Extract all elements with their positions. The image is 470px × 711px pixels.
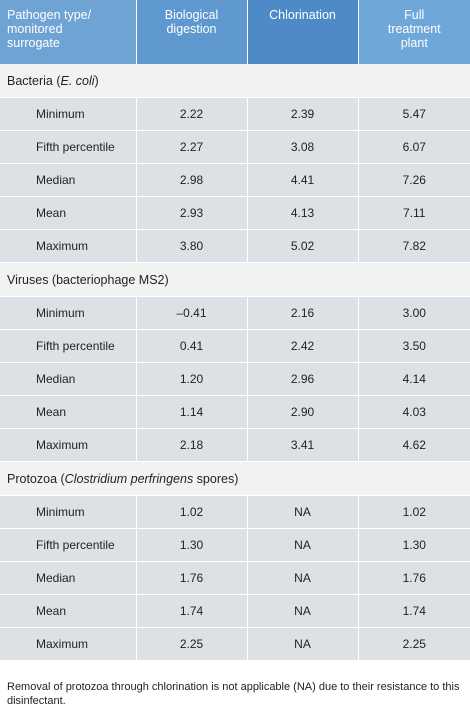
full-treatment-value: 6.07 — [358, 130, 470, 164]
chlorination-value: 4.13 — [247, 196, 359, 230]
biological-digestion-value: 1.14 — [136, 395, 248, 429]
full-treatment-value: 1.74 — [358, 594, 470, 628]
table-row: Median 1.76 NA 1.76 — [0, 561, 470, 595]
chlorination-value: 2.90 — [247, 395, 359, 429]
chlorination-value: NA — [247, 528, 359, 562]
biological-digestion-value: 2.93 — [136, 196, 248, 230]
biological-digestion-value: 0.41 — [136, 329, 248, 363]
header-pathogen-type: Pathogen type/ monitored surrogate — [0, 0, 137, 64]
statistic-label: Maximum — [0, 229, 137, 263]
statistic-label: Minimum — [0, 495, 137, 529]
chlorination-value: 2.16 — [247, 296, 359, 330]
statistic-label: Median — [0, 362, 137, 396]
table-row: Fifth percentile 2.27 3.08 6.07 — [0, 130, 470, 164]
chlorination-value: 5.02 — [247, 229, 359, 263]
full-treatment-value: 3.00 — [358, 296, 470, 330]
group-row: Bacteria (E. coli) — [0, 64, 470, 98]
chlorination-value: 2.39 — [247, 97, 359, 131]
full-treatment-value: 5.47 — [358, 97, 470, 131]
header-row: Pathogen type/ monitored surrogate Biolo… — [0, 0, 470, 64]
full-treatment-value: 4.03 — [358, 395, 470, 429]
full-treatment-value: 1.02 — [358, 495, 470, 529]
group-row: Protozoa (Clostridium perfringens spores… — [0, 461, 470, 496]
table-row: Median 2.98 4.41 7.26 — [0, 163, 470, 197]
statistic-label: Fifth percentile — [0, 130, 137, 164]
table-row: Median 1.20 2.96 4.14 — [0, 362, 470, 396]
table-row: Mean 1.14 2.90 4.03 — [0, 395, 470, 429]
chlorination-value: NA — [247, 495, 359, 529]
statistic-label: Fifth percentile — [0, 528, 137, 562]
statistic-label: Median — [0, 163, 137, 197]
table-row: Minimum –0.41 2.16 3.00 — [0, 296, 470, 330]
table-row: Fifth percentile 1.30 NA 1.30 — [0, 528, 470, 562]
table-row: Mean 2.93 4.13 7.11 — [0, 196, 470, 230]
statistic-label: Maximum — [0, 627, 137, 661]
full-treatment-value: 3.50 — [358, 329, 470, 363]
full-treatment-value: 7.82 — [358, 229, 470, 263]
biological-digestion-value: 1.02 — [136, 495, 248, 529]
table-row: Minimum 1.02 NA 1.02 — [0, 495, 470, 529]
full-treatment-value: 7.26 — [358, 163, 470, 197]
biological-digestion-value: 2.25 — [136, 627, 248, 661]
chlorination-value: 3.41 — [247, 428, 359, 462]
full-treatment-value: 4.62 — [358, 428, 470, 462]
header-biological-digestion: Biological digestion — [136, 0, 248, 64]
full-treatment-value: 2.25 — [358, 627, 470, 661]
header-full-treatment-plant: Full treatment plant — [358, 0, 470, 64]
statistic-label: Fifth percentile — [0, 329, 137, 363]
biological-digestion-value: 2.18 — [136, 428, 248, 462]
group-row: Viruses (bacteriophage MS2) — [0, 262, 470, 297]
statistic-label: Mean — [0, 196, 137, 230]
statistic-label: Mean — [0, 395, 137, 429]
group-label: Viruses (bacteriophage MS2) — [0, 262, 470, 297]
group-label: Bacteria (E. coli) — [0, 64, 470, 98]
biological-digestion-value: –0.41 — [136, 296, 248, 330]
table-row: Maximum 2.25 NA 2.25 — [0, 627, 470, 661]
chlorination-value: 2.96 — [247, 362, 359, 396]
table-row: Fifth percentile 0.41 2.42 3.50 — [0, 329, 470, 363]
table-row: Minimum 2.22 2.39 5.47 — [0, 97, 470, 131]
biological-digestion-value: 2.27 — [136, 130, 248, 164]
chlorination-value: NA — [247, 594, 359, 628]
statistic-label: Minimum — [0, 97, 137, 131]
biological-digestion-value: 2.22 — [136, 97, 248, 131]
biological-digestion-value: 1.74 — [136, 594, 248, 628]
biological-digestion-value: 2.98 — [136, 163, 248, 197]
group-label: Protozoa (Clostridium perfringens spores… — [0, 461, 470, 496]
table-row: Maximum 2.18 3.41 4.62 — [0, 428, 470, 462]
biological-digestion-value: 1.76 — [136, 561, 248, 595]
chlorination-value: NA — [247, 627, 359, 661]
biological-digestion-value: 3.80 — [136, 229, 248, 263]
table-row: Mean 1.74 NA 1.74 — [0, 594, 470, 628]
full-treatment-value: 1.76 — [358, 561, 470, 595]
biological-digestion-value: 1.30 — [136, 528, 248, 562]
chlorination-value: 3.08 — [247, 130, 359, 164]
full-treatment-value: 4.14 — [358, 362, 470, 396]
table-body: Bacteria (E. coli) Minimum 2.22 2.39 5.47 Fif… — [0, 64, 470, 661]
chlorination-value: 2.42 — [247, 329, 359, 363]
chlorination-value: NA — [247, 561, 359, 595]
biological-digestion-value: 1.20 — [136, 362, 248, 396]
statistic-label: Median — [0, 561, 137, 595]
header-chlorination: Chlorination — [247, 0, 359, 64]
full-treatment-value: 7.11 — [358, 196, 470, 230]
table-row: Maximum 3.80 5.02 7.82 — [0, 229, 470, 263]
footnote: Removal of protozoa through chlorination… — [7, 681, 460, 707]
statistic-label: Maximum — [0, 428, 137, 462]
chlorination-value: 4.41 — [247, 163, 359, 197]
statistic-label: Minimum — [0, 296, 137, 330]
full-treatment-value: 1.30 — [358, 528, 470, 562]
statistic-label: Mean — [0, 594, 137, 628]
removal-table: Pathogen type/ monitored surrogate Biolo… — [0, 0, 470, 661]
